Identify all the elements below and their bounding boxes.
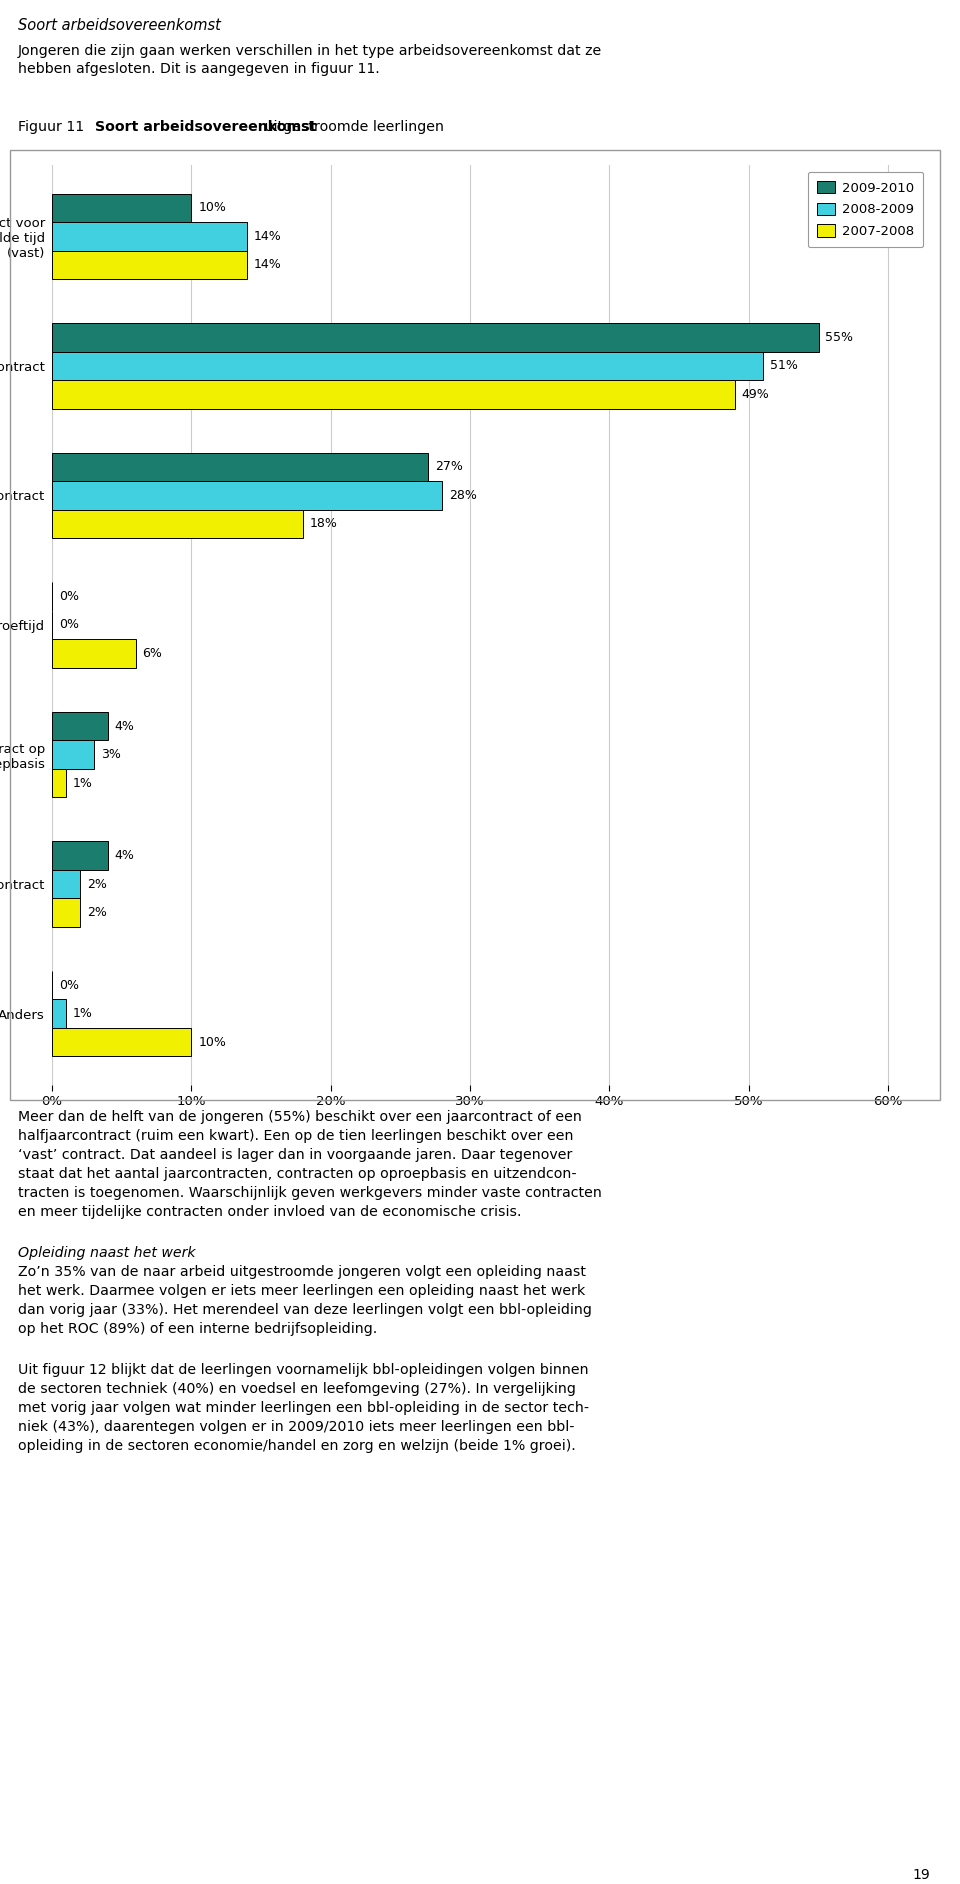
Text: 14%: 14% [254,258,282,271]
Text: 27%: 27% [435,460,463,473]
Text: hebben afgesloten. Dit is aangegeven in figuur 11.: hebben afgesloten. Dit is aangegeven in … [18,62,380,75]
Text: 51%: 51% [770,360,798,373]
Bar [52,712,108,740]
Text: 55%: 55% [826,332,853,345]
Text: 28%: 28% [449,490,477,501]
Bar [52,322,819,352]
Text: 6%: 6% [143,646,162,659]
Text: uitgestroomde leerlingen: uitgestroomde leerlingen [260,121,444,134]
Text: Jongeren die zijn gaan werken verschillen in het type arbeidsovereenkomst dat ze: Jongeren die zijn gaan werken verschille… [18,43,602,58]
Bar [52,452,428,480]
Bar [52,870,80,899]
Text: 4%: 4% [114,720,134,733]
Bar [52,511,302,539]
Text: 1%: 1% [73,776,93,789]
Text: Opleiding naast het werk: Opleiding naast het werk [18,1245,196,1260]
Legend: 2009-2010, 2008-2009, 2007-2008: 2009-2010, 2008-2009, 2007-2008 [807,171,924,247]
Bar [52,194,191,222]
Bar [52,352,763,381]
Text: dan vorig jaar (33%). Het merendeel van deze leerlingen volgt een bbl-opleiding: dan vorig jaar (33%). Het merendeel van … [18,1304,592,1317]
Text: opleiding in de sectoren economie/handel en zorg en welzijn (beide 1% groei).: opleiding in de sectoren economie/handel… [18,1439,576,1453]
Text: op het ROC (89%) of een interne bedrijfsopleiding.: op het ROC (89%) of een interne bedrijfs… [18,1323,377,1336]
Text: 0%: 0% [59,618,79,631]
Bar [52,842,108,870]
Bar [52,381,735,409]
Text: Uit figuur 12 blijkt dat de leerlingen voornamelijk bbl-opleidingen volgen binne: Uit figuur 12 blijkt dat de leerlingen v… [18,1362,588,1377]
Text: de sectoren techniek (40%) en voedsel en leefomgeving (27%). In vergelijking: de sectoren techniek (40%) en voedsel en… [18,1383,576,1396]
Text: halfjaarcontract (ruim een kwart). Een op de tien leerlingen beschikt over een: halfjaarcontract (ruim een kwart). Een o… [18,1129,573,1144]
Text: 0%: 0% [59,590,79,603]
Text: 19: 19 [912,1869,930,1882]
Bar [52,222,247,251]
Text: 10%: 10% [199,1036,227,1049]
Bar [52,769,66,797]
Text: ‘vast’ contract. Dat aandeel is lager dan in voorgaande jaren. Daar tegenover: ‘vast’ contract. Dat aandeel is lager da… [18,1147,572,1162]
Text: 1%: 1% [73,1008,93,1021]
Text: niek (43%), daarentegen volgen er in 2009/2010 iets meer leerlingen een bbl-: niek (43%), daarentegen volgen er in 200… [18,1421,574,1434]
Bar [52,251,247,279]
Text: 14%: 14% [254,230,282,243]
Text: tracten is toegenomen. Waarschijnlijk geven werkgevers minder vaste contracten: tracten is toegenomen. Waarschijnlijk ge… [18,1187,602,1200]
Text: Figuur 11: Figuur 11 [18,121,93,134]
Text: 49%: 49% [742,388,770,401]
Text: 3%: 3% [101,748,121,761]
Text: en meer tijdelijke contracten onder invloed van de economische crisis.: en meer tijdelijke contracten onder invl… [18,1206,521,1219]
Bar [52,899,80,927]
Text: 4%: 4% [114,850,134,863]
Text: Meer dan de helft van de jongeren (55%) beschikt over een jaarcontract of een: Meer dan de helft van de jongeren (55%) … [18,1110,582,1125]
Text: Soort arbeidsovereenkomst: Soort arbeidsovereenkomst [95,121,317,134]
Text: 0%: 0% [59,978,79,991]
Bar [52,740,94,769]
Text: Soort arbeidsovereenkomst: Soort arbeidsovereenkomst [18,19,221,34]
Bar [52,1029,191,1057]
Text: 10%: 10% [199,202,227,215]
Text: met vorig jaar volgen wat minder leerlingen een bbl-opleiding in de sector tech-: met vorig jaar volgen wat minder leerlin… [18,1402,589,1415]
Bar [52,480,443,511]
Text: 18%: 18% [310,518,338,531]
Text: het werk. Daarmee volgen er iets meer leerlingen een opleiding naast het werk: het werk. Daarmee volgen er iets meer le… [18,1285,586,1298]
Bar [52,639,135,667]
Text: 2%: 2% [86,906,107,919]
Text: staat dat het aantal jaarcontracten, contracten op oproepbasis en uitzendcon-: staat dat het aantal jaarcontracten, con… [18,1166,577,1181]
Text: Zo’n 35% van de naar arbeid uitgestroomde jongeren volgt een opleiding naast: Zo’n 35% van de naar arbeid uitgestroomd… [18,1264,586,1279]
Bar [52,1000,66,1029]
Text: 2%: 2% [86,878,107,891]
